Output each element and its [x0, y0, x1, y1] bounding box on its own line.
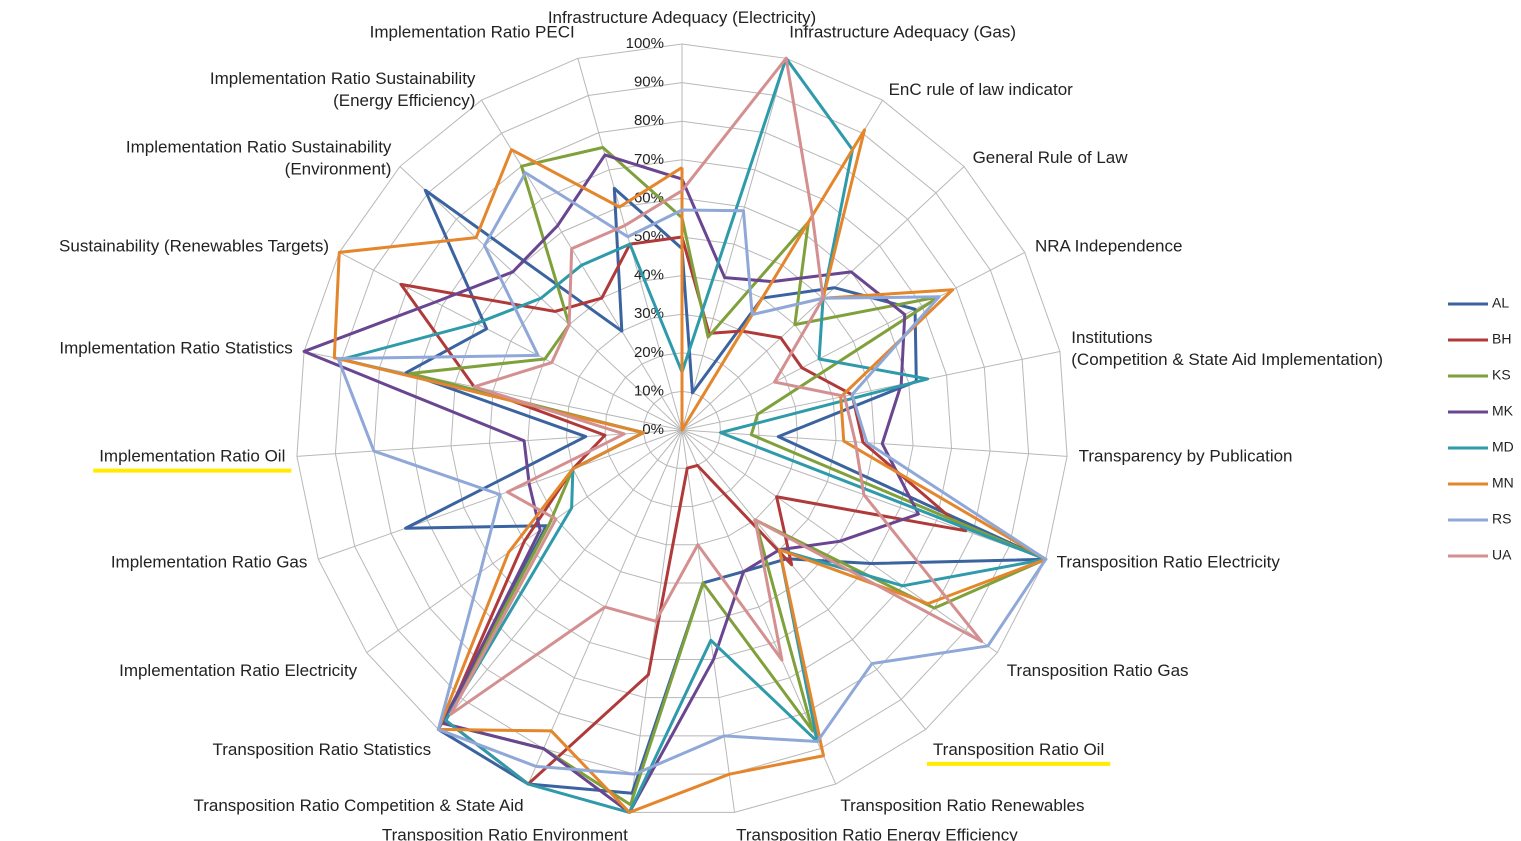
axis-label: Sustainability (Renewables Targets)	[59, 237, 329, 256]
spoke	[681, 251, 1025, 431]
axis-label: NRA Independence	[1035, 237, 1182, 256]
grid-ring	[373, 120, 991, 737]
legend-label: UA	[1492, 547, 1512, 563]
axis-label: Transposition Ratio Electricity	[1057, 553, 1281, 572]
axis-label: Transparency by Publication	[1079, 447, 1293, 466]
r-tick-label: 10%	[634, 382, 664, 399]
spoke	[296, 429, 683, 457]
grid-ring	[642, 390, 722, 469]
grid-ring	[296, 43, 1068, 813]
legend-label: MN	[1492, 475, 1514, 491]
grid-ring	[488, 236, 876, 622]
axis-label: Transposition Ratio Environment	[382, 825, 628, 841]
grid-ring	[334, 82, 1030, 775]
spoke	[681, 429, 926, 730]
r-tick-label: 0%	[642, 421, 664, 438]
spoke	[438, 429, 683, 730]
axis-label: General Rule of Law	[973, 148, 1129, 167]
grid-ring	[450, 197, 914, 660]
r-tick-label: 20%	[634, 344, 664, 361]
r-tick-label: 90%	[634, 74, 664, 91]
axis-label: Infrastructure Adequacy (Electricity)	[548, 8, 816, 27]
axis-label: Transposition Ratio Energy Efficiency	[736, 825, 1018, 841]
spoke	[681, 429, 1068, 457]
legend-label: RS	[1492, 511, 1511, 527]
spoke	[681, 58, 787, 431]
axis-label: Infrastructure Adequacy (Gas)	[789, 23, 1016, 42]
grid-ring	[604, 352, 760, 507]
axis-label: EnC rule of law indicator	[889, 80, 1074, 99]
axis-label: Transposition Ratio Competition & State …	[193, 796, 523, 815]
r-tick-label: 70%	[634, 151, 664, 168]
series-line	[449, 56, 984, 716]
axis-label: Implementation Ratio PECI	[370, 23, 575, 42]
axis-label: Transposition Ratio Gas	[1007, 661, 1189, 680]
spoke	[339, 251, 683, 431]
axis-label: Implementation Ratio Gas	[111, 553, 308, 572]
spoke	[681, 429, 736, 813]
r-tick-label: 100%	[626, 35, 664, 52]
axis-label: Transposition Ratio Statistics	[213, 740, 432, 759]
axis-label: Institutions (Competition & State Aid Imp…	[1071, 328, 1383, 369]
axis-label: Transposition Ratio Renewables	[840, 796, 1084, 815]
legend-label: KS	[1492, 367, 1511, 383]
series-line	[332, 128, 1048, 814]
legend-label: BH	[1492, 331, 1511, 347]
axis-label: Transposition Ratio Oil	[933, 740, 1104, 759]
legend-label: MK	[1492, 403, 1514, 419]
series-line	[336, 171, 1048, 776]
r-tick-label: 80%	[634, 112, 664, 129]
axis-label: Implementation Ratio Statistics	[59, 339, 292, 358]
series-line	[340, 56, 1048, 814]
series-line	[408, 146, 1048, 807]
legend-label: MD	[1492, 439, 1514, 455]
spoke	[681, 350, 1061, 431]
axis-label: Implementation Ratio Oil	[99, 447, 285, 466]
series-line	[302, 153, 920, 814]
axis-label: Implementation Ratio Sustainability (Envi…	[126, 138, 392, 179]
legend-label: AL	[1492, 295, 1509, 311]
axis-label: Implementation Ratio Electricity	[119, 661, 358, 680]
series-line	[399, 235, 968, 786]
axis-label: Implementation Ratio Sustainability (Ener…	[210, 70, 476, 111]
